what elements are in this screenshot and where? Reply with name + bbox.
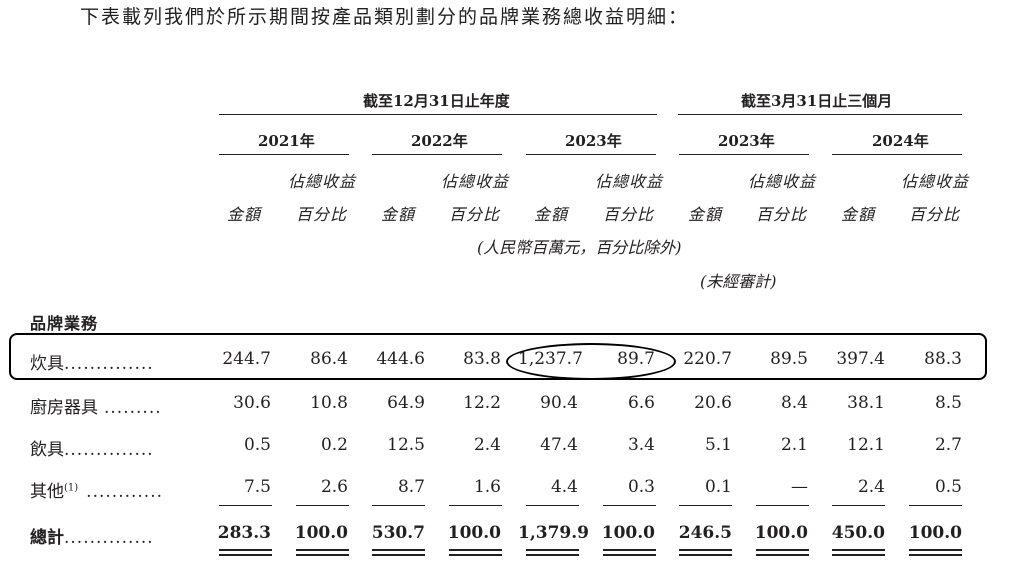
year-header-2: 2022年 xyxy=(411,132,468,150)
group-rule-quarter xyxy=(678,114,962,115)
others-2023-pct: 0.3 xyxy=(627,477,655,497)
subtotal-rule-9 xyxy=(832,505,885,506)
drinkware-q2024-amount: 12.1 xyxy=(847,435,885,455)
pct-header-1-line1: 佔總收益 xyxy=(288,172,357,191)
total-2023-pct: 100.0 xyxy=(601,523,655,543)
drinkware-2022-pct: 2.4 xyxy=(473,435,501,455)
row-label-drinkware: 飲具.............. xyxy=(30,440,154,460)
group-header-quarter: 截至3月31日止三個月 xyxy=(741,92,893,110)
year-rule-1 xyxy=(219,154,349,155)
cookware-2021-amount: 244.7 xyxy=(222,349,271,369)
kitchenware-2022-amount: 64.9 xyxy=(387,393,425,413)
cookware-q2023-pct: 89.5 xyxy=(770,349,808,369)
drinkware-2023-pct: 3.4 xyxy=(627,435,655,455)
subtotal-rule-3 xyxy=(372,505,425,506)
year-rule-4 xyxy=(679,154,809,155)
drinkware-q2023-pct: 2.1 xyxy=(780,435,808,455)
pct-header-4-line1: 佔總收益 xyxy=(748,172,817,191)
amount-header-5: 金額 xyxy=(841,205,876,224)
pct-header-5-line1: 佔總收益 xyxy=(901,172,970,191)
others-2022-amount: 8.7 xyxy=(397,477,425,497)
total-q2024-pct: 100.0 xyxy=(908,523,962,543)
amount-header-2: 金額 xyxy=(381,205,416,224)
kitchenware-2021-pct: 10.8 xyxy=(310,393,348,413)
subtotal-rule-8 xyxy=(756,505,809,506)
year-header-3: 2023年 xyxy=(565,132,622,150)
subtotal-rule-2 xyxy=(296,505,349,506)
row-label-kitchenware: 廚房器具......... xyxy=(30,398,162,418)
year-header-5: 2024年 xyxy=(872,132,929,150)
year-header-4: 2023年 xyxy=(718,132,775,150)
others-q2023-pct: — xyxy=(791,477,808,497)
total-q2023-amount: 246.5 xyxy=(678,523,732,543)
kitchenware-q2023-pct: 8.4 xyxy=(780,393,808,413)
kitchenware-q2024-pct: 8.5 xyxy=(934,393,962,413)
others-q2024-pct: 0.5 xyxy=(934,477,962,497)
year-rule-2 xyxy=(372,154,502,155)
kitchenware-2022-pct: 12.2 xyxy=(463,393,501,413)
pct-header-3-line1: 佔總收益 xyxy=(595,172,664,191)
subtotal-rule-10 xyxy=(909,505,962,506)
kitchenware-q2023-amount: 20.6 xyxy=(694,393,732,413)
pct-header-4-line2: 百分比 xyxy=(756,205,808,224)
section-title: 品牌業務 xyxy=(30,314,99,333)
total-2022-amount: 530.7 xyxy=(371,523,425,543)
drinkware-2022-amount: 12.5 xyxy=(387,435,425,455)
kitchenware-2023-pct: 6.6 xyxy=(627,393,655,413)
amount-header-1: 金額 xyxy=(227,205,262,224)
intro-sentence: 下表載列我們於所示期間按產品類別劃分的品牌業務總收益明細： xyxy=(80,6,690,28)
cookware-q2024-amount: 397.4 xyxy=(836,349,885,369)
total-2021-pct: 100.0 xyxy=(294,523,348,543)
pct-header-1-line2: 百分比 xyxy=(296,205,348,224)
others-q2024-amount: 2.4 xyxy=(857,477,885,497)
footnote-marker: (1) xyxy=(64,482,79,494)
row-highlight-box xyxy=(9,333,987,380)
others-2022-pct: 1.6 xyxy=(473,477,501,497)
subtotal-rule-4 xyxy=(449,505,502,506)
others-q2023-amount: 0.1 xyxy=(704,477,732,497)
drinkware-2021-amount: 0.5 xyxy=(243,435,271,455)
amount-header-4: 金額 xyxy=(688,205,723,224)
kitchenware-q2024-amount: 38.1 xyxy=(847,393,885,413)
drinkware-2021-pct: 0.2 xyxy=(320,435,348,455)
amount-header-3: 金額 xyxy=(534,205,569,224)
unaudited-note: (未經審計) xyxy=(700,272,777,291)
total-q2024-amount: 450.0 xyxy=(831,523,885,543)
total-2022-pct: 100.0 xyxy=(447,523,501,543)
cookware-q2023-amount: 220.7 xyxy=(683,349,732,369)
row-label-cookware: 炊具.............. xyxy=(30,354,154,374)
cookware-q2024-pct: 88.3 xyxy=(924,349,962,369)
kitchenware-2023-amount: 90.4 xyxy=(540,393,578,413)
year-rule-5 xyxy=(832,154,962,155)
highlight-ellipse xyxy=(506,343,676,380)
subtotal-rule-1 xyxy=(219,505,272,506)
row-label-total: 總計.............. xyxy=(30,528,154,548)
pct-header-2-line2: 百分比 xyxy=(449,205,501,224)
drinkware-q2024-pct: 2.7 xyxy=(934,435,962,455)
cookware-2022-amount: 444.6 xyxy=(376,349,425,369)
row-label-others: 其他(1)............ xyxy=(30,482,164,502)
total-q2023-pct: 100.0 xyxy=(754,523,808,543)
pct-header-5-line2: 百分比 xyxy=(909,205,961,224)
drinkware-2023-amount: 47.4 xyxy=(540,435,578,455)
total-2021-amount: 283.3 xyxy=(217,523,271,543)
subtotal-rule-7 xyxy=(679,505,732,506)
pct-header-2-line1: 佔總收益 xyxy=(441,172,510,191)
group-header-annual: 截至12月31日止年度 xyxy=(363,92,510,110)
others-2021-pct: 2.6 xyxy=(320,477,348,497)
kitchenware-2021-amount: 30.6 xyxy=(233,393,271,413)
cookware-2022-pct: 83.8 xyxy=(463,349,501,369)
unit-note: (人民幣百萬元，百分比除外) xyxy=(477,238,682,257)
total-2023-amount: 1,379.9 xyxy=(518,523,589,543)
group-rule-annual xyxy=(219,114,657,115)
subtotal-rule-6 xyxy=(603,505,656,506)
cookware-2021-pct: 86.4 xyxy=(310,349,348,369)
subtotal-rule-5 xyxy=(526,505,579,506)
year-rule-3 xyxy=(526,154,656,155)
others-2021-amount: 7.5 xyxy=(243,477,271,497)
pct-header-3-line2: 百分比 xyxy=(603,205,655,224)
others-2023-amount: 4.4 xyxy=(550,477,578,497)
year-header-1: 2021年 xyxy=(258,132,315,150)
drinkware-q2023-amount: 5.1 xyxy=(704,435,732,455)
